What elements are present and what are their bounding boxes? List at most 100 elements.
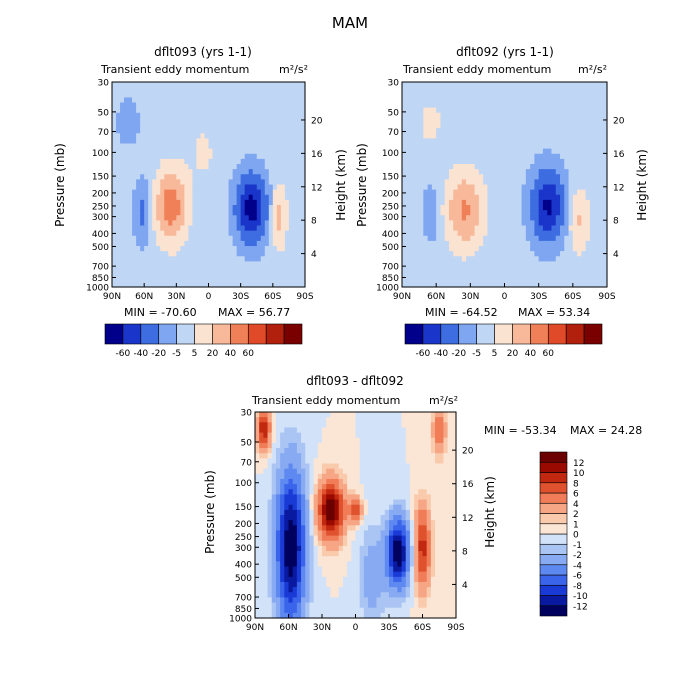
heatmap-cell [168,128,173,134]
heatmap-cell [414,148,420,155]
heatmap-cell [296,225,302,232]
heatmap-cell [267,412,273,418]
heatmap-cell [196,210,202,216]
heatmap-cell [427,174,433,180]
heatmap-cell [124,281,129,288]
heatmap-cell [568,205,574,211]
y-tick-label: 150 [382,173,399,183]
heatmap-cell [487,102,493,109]
heatmap-cell [525,128,531,134]
heatmap-cell [342,484,348,490]
heatmap-cell [406,92,412,98]
heatmap-cell [351,432,357,439]
heatmap-cell [406,138,412,145]
heatmap-cell [124,246,129,252]
heatmap-cell [560,87,565,93]
heatmap-cell [296,530,302,537]
heatmap-cell [184,138,189,145]
heatmap-cell [284,571,290,578]
heatmap-cell [228,205,234,211]
heatmap-cell [192,123,198,129]
heatmap-cell [521,230,527,237]
heatmap-cell [334,576,340,583]
heatmap-cell [164,189,169,196]
heatmap-cell [508,117,514,124]
heatmap-cell [292,97,298,104]
heatmap-cell [508,225,514,232]
heatmap-cell [542,271,548,278]
heatmap-cell [224,199,230,206]
heatmap-cell [326,530,331,537]
heatmap-cell [483,194,489,201]
heatmap-cell [521,251,527,257]
heatmap-cell [309,473,315,480]
heatmap-cell [419,107,424,114]
heatmap-cell [263,592,269,598]
heatmap-cell [538,261,544,268]
heatmap-cell [280,174,286,180]
heatmap-cell [300,138,306,145]
heatmap-cell [309,581,315,588]
heatmap-cell [560,102,565,109]
heatmap-cell [288,422,294,429]
heatmap-cell [594,215,600,221]
heatmap-cell [436,92,442,98]
heatmap-cell [453,235,459,242]
heatmap-cell [431,261,437,268]
heatmap-cell [423,138,429,145]
heatmap-cell [172,266,177,273]
heatmap-cell [264,164,270,170]
heatmap-cell [248,158,254,165]
heatmap-cell [268,246,274,252]
heatmap-cell [292,484,298,490]
heatmap-cell [410,189,416,196]
heatmap-cell [491,189,497,196]
heatmap-cell [534,240,540,247]
heatmap-cell [440,138,446,145]
heatmap-cell [156,102,161,109]
heatmap-cell [212,169,218,175]
heatmap-cell [577,230,582,237]
heatmap-cell [132,261,137,268]
heatmap-cell [594,107,600,114]
heatmap-cell [427,199,433,206]
heatmap-cell [196,169,202,175]
heatmap-cell [148,199,153,206]
heatmap-cell [288,158,294,165]
heatmap-cell [152,184,157,191]
heatmap-cell [427,256,433,262]
x-tick-label: 90N [393,292,411,302]
heatmap-cell [568,174,574,180]
heatmap-cell [116,246,121,252]
heatmap-cell [220,107,226,114]
heatmap-cell [224,194,230,201]
heatmap-cell [594,240,600,247]
heatmap-cell [461,123,467,129]
heatmap-cell [419,123,424,129]
heatmap-cell [581,138,587,145]
heatmap-cell [568,251,574,257]
heatmap-cell [244,194,250,201]
heatmap-cell [275,478,281,485]
heatmap-cell [164,235,169,242]
heatmap-cell [564,225,570,232]
heatmap-cell [487,112,493,119]
heatmap-cell [248,240,254,247]
heatmap-cell [288,453,294,459]
heatmap-cell [322,515,327,521]
heatmap-cell [184,92,189,98]
heatmap-cell [248,143,254,150]
heatmap-cell [585,92,591,98]
heatmap-cell [275,448,281,454]
heatmap-cell [513,189,518,196]
heatmap-cell [275,561,281,568]
heatmap-cell [538,215,544,221]
heatmap-cell [276,97,282,104]
heatmap-cell [112,97,117,104]
heatmap-cell [431,266,437,273]
heatmap-cell [288,437,294,444]
heatmap-cell [402,107,407,114]
colorbar-label: -40 [433,349,448,359]
heatmap-cell [276,205,282,211]
heatmap-cell [260,199,266,206]
